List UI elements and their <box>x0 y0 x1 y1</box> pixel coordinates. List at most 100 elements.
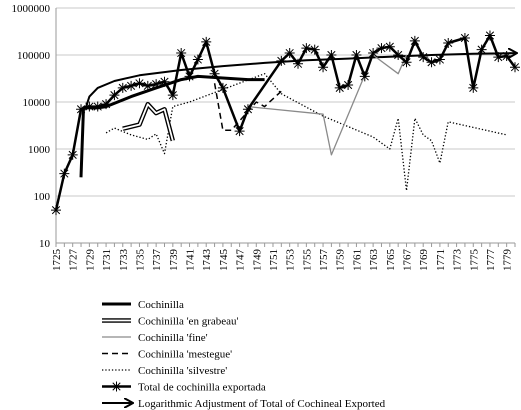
x-tick-label: 1733 <box>118 249 130 272</box>
series-line <box>105 73 507 192</box>
data-point-star <box>334 82 345 93</box>
data-point-star <box>301 43 312 54</box>
series-line <box>79 74 265 178</box>
series-line-inner <box>122 103 174 141</box>
x-tick-label: 1755 <box>301 249 313 272</box>
data-point-star <box>476 44 487 55</box>
legend-label: Cochinilla 'en grabeau' <box>138 316 239 328</box>
data-point-star <box>376 43 387 54</box>
x-tick-label: 1753 <box>285 249 297 272</box>
data-point-star <box>176 48 187 59</box>
x-tick-label: 1751 <box>268 249 280 271</box>
data-point-star <box>109 90 120 101</box>
legend-item: Cochinilla 'mestegue' <box>102 349 232 361</box>
x-tick-label: 1771 <box>435 249 447 271</box>
y-axis: 10 100 1000 10000 100000 1000000 <box>12 3 57 250</box>
x-tick-label: 1767 <box>402 249 414 272</box>
data-point-star <box>493 52 504 63</box>
plot-area <box>51 30 520 216</box>
data-point-star <box>234 126 245 137</box>
y-tick-label: 1000000 <box>12 3 51 15</box>
data-point-star <box>326 50 337 60</box>
x-tick-label: 1769 <box>418 249 430 272</box>
data-point-star <box>284 48 295 59</box>
data-point-star <box>309 44 320 55</box>
data-point-star <box>142 80 153 91</box>
series-total-de-cochinilla-exportada <box>51 30 520 216</box>
series-line <box>213 83 282 132</box>
x-tick-label: 1763 <box>368 249 380 272</box>
x-tick-label: 1757 <box>318 249 330 272</box>
data-point-star <box>359 71 370 82</box>
x-tick-label: 1745 <box>218 249 230 272</box>
data-point-star <box>384 41 395 52</box>
data-point-star <box>209 68 220 79</box>
legend-star-marker <box>111 381 122 392</box>
data-point-star <box>418 52 429 63</box>
x-tick-label: 1737 <box>151 249 163 272</box>
legend-item: Cochinilla 'silvestre' <box>102 365 227 377</box>
data-point-star <box>184 71 195 82</box>
legend-item: Logarithmic Adjustment of Total of Cochi… <box>102 398 386 410</box>
x-tick-label: 1777 <box>485 249 497 272</box>
legend-item: Total de cochinilla exportada <box>102 381 266 394</box>
x-tick-label: 1729 <box>84 249 96 272</box>
series-cochinilla <box>79 74 265 178</box>
data-point-star <box>434 54 445 65</box>
x-tick-label: 1779 <box>502 249 514 272</box>
data-point-star <box>242 104 253 115</box>
x-tick-label: 1773 <box>452 249 464 272</box>
legend-item: Cochinilla <box>102 299 184 311</box>
x-axis: 1725 1727 1729 1731 1733 1735 1737 1739 1741 1743… <box>51 242 516 272</box>
data-point-star <box>67 149 78 160</box>
data-point-star <box>76 104 87 115</box>
legend-item: Cochinilla 'fine' <box>102 332 208 344</box>
data-point-star <box>59 168 70 179</box>
data-point-star <box>293 58 304 69</box>
series-cochinilla-en-grabeau <box>122 101 175 142</box>
data-point-star <box>393 50 404 60</box>
data-point-star <box>101 99 112 110</box>
data-point-star <box>151 79 162 90</box>
data-point-star <box>51 205 61 216</box>
series-cochinilla-mestegue <box>213 83 282 132</box>
x-tick-label: 1761 <box>351 249 363 271</box>
legend-label: Cochinilla 'fine' <box>138 332 208 344</box>
data-point-star <box>201 36 212 47</box>
x-tick-label: 1741 <box>185 249 197 271</box>
y-tick-label: 100000 <box>17 50 51 62</box>
data-point-star <box>351 50 362 60</box>
data-point-star <box>510 62 520 73</box>
x-tick-label: 1747 <box>235 249 247 272</box>
data-point-star <box>401 57 412 68</box>
y-tick-label: 10 <box>39 238 51 250</box>
data-point-star <box>117 82 128 93</box>
series-cochinilla-silvestre <box>105 73 507 192</box>
x-tick-label: 1739 <box>168 249 180 272</box>
data-point-star <box>459 32 470 43</box>
x-tick-label: 1743 <box>201 249 213 272</box>
data-point-star <box>426 57 437 68</box>
legend-label: Total de cochinilla exportada <box>138 382 266 394</box>
series-line <box>247 54 408 156</box>
data-point-star <box>276 55 287 66</box>
data-point-star <box>126 80 137 91</box>
data-point-star <box>134 78 145 89</box>
x-tick-label: 1749 <box>251 249 263 272</box>
legend-label: Cochinilla 'silvestre' <box>138 365 227 377</box>
data-point-star <box>409 35 420 46</box>
legend-item: Cochinilla 'en grabeau' <box>102 316 239 328</box>
x-tick-label: 1775 <box>468 249 480 272</box>
legend-label: Logarithmic Adjustment of Total of Cochi… <box>138 398 386 410</box>
data-point-star <box>318 62 329 73</box>
y-tick-label: 1000 <box>28 144 51 156</box>
y-tick-label: 100 <box>34 191 51 203</box>
x-tick-label: 1731 <box>101 249 113 271</box>
x-tick-label: 1727 <box>68 249 80 272</box>
legend-label: Cochinilla <box>138 299 184 311</box>
legend: Cochinilla Cochinilla 'en grabeau' Cochini… <box>102 299 386 410</box>
data-point-star <box>159 76 170 87</box>
data-point-star <box>167 90 178 101</box>
series-cochinilla-fine <box>247 54 408 156</box>
